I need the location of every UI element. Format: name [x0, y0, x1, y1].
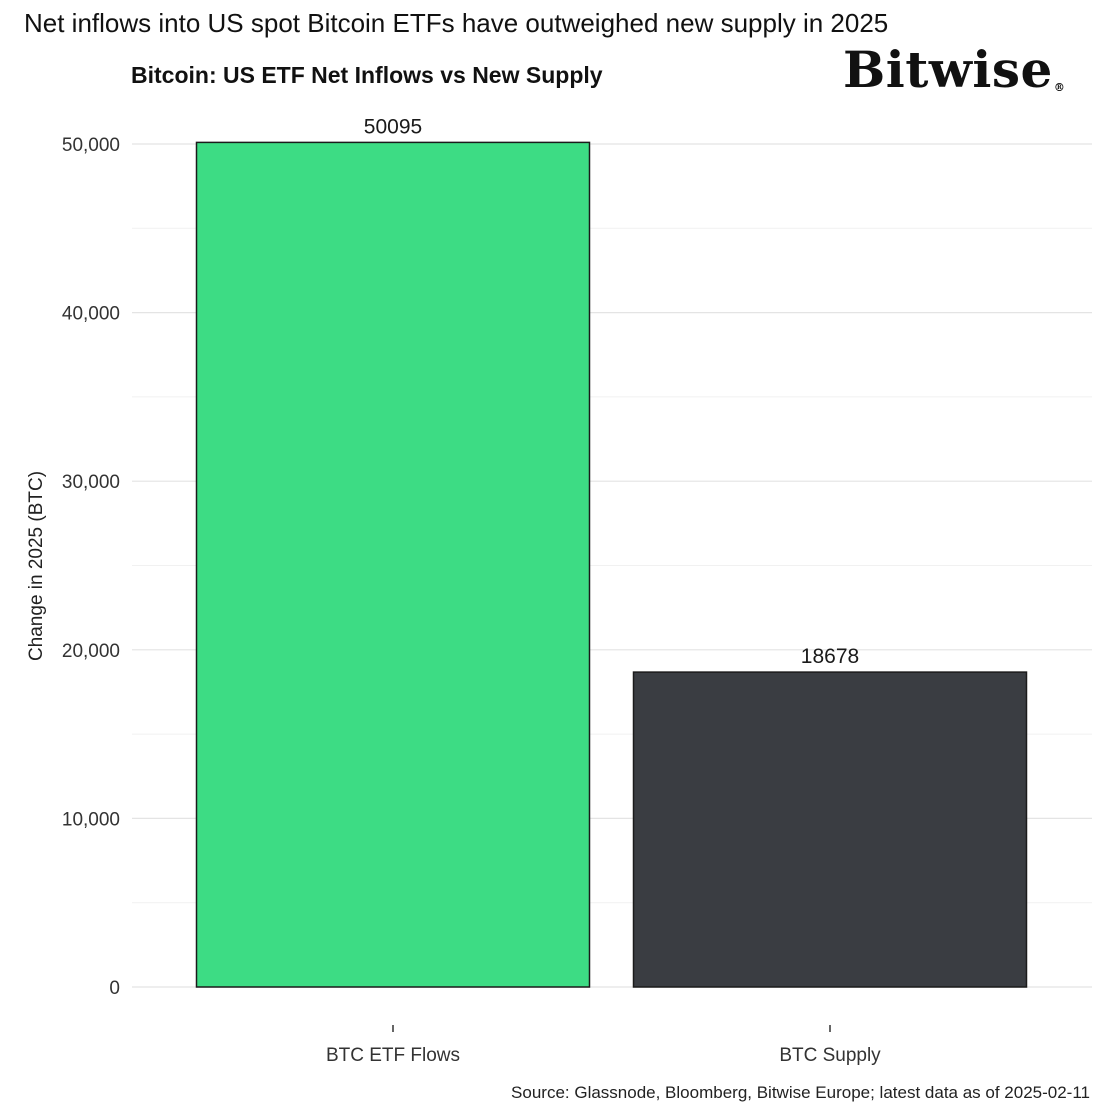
- y-tick-label: 30,000: [62, 472, 120, 493]
- y-tick-label: 0: [109, 978, 120, 999]
- bar-btc-etf-flows: [195, 141, 591, 988]
- bar-btc-supply: [632, 671, 1028, 988]
- bars: 50095 18678: [195, 115, 1028, 988]
- y-tick-label: 40,000: [62, 304, 120, 325]
- source-note: Source: Glassnode, Bloomberg, Bitwise Eu…: [511, 1083, 1090, 1102]
- y-tick-label: 10,000: [62, 809, 120, 830]
- headline: Net inflows into US spot Bitcoin ETFs ha…: [24, 8, 889, 38]
- x-axis-ticks: BTC ETF Flows BTC Supply: [326, 1025, 881, 1066]
- bar-value-label: 50095: [364, 115, 422, 138]
- chart-title: Bitcoin: US ETF Net Inflows vs New Suppl…: [131, 62, 603, 88]
- x-tick-label: BTC ETF Flows: [326, 1045, 460, 1066]
- y-axis-tick-labels: 0 10,000 20,000 30,000 40,000 50,000: [62, 135, 120, 999]
- y-tick-label: 50,000: [62, 135, 120, 156]
- y-axis-label: Change in 2025 (BTC): [26, 471, 47, 661]
- registered-mark: ®: [1053, 81, 1066, 94]
- logo-text: Bitwise: [843, 40, 1053, 99]
- x-tick-label: BTC Supply: [779, 1045, 881, 1066]
- bar-value-label: 18678: [801, 645, 859, 668]
- y-tick-label: 20,000: [62, 641, 120, 662]
- bitwise-logo: Bitwise®: [843, 40, 1065, 100]
